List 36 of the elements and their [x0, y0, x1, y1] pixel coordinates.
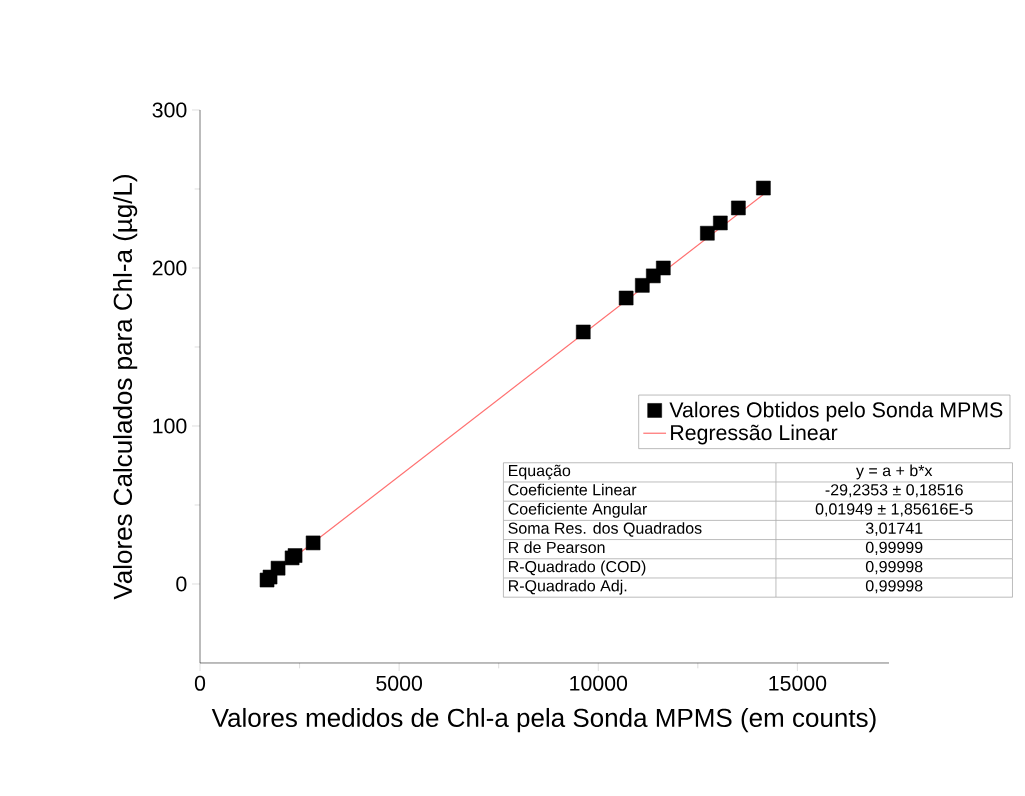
annotation: Equação — [509, 464, 571, 480]
annotation: Soma Res. dos Quadrados — [508, 522, 702, 537]
legend-label: Regressão Linear — [671, 424, 838, 445]
point — [700, 225, 715, 241]
y-tick-label: 300 — [152, 102, 187, 118]
point — [305, 535, 321, 551]
point — [635, 278, 650, 293]
y-tick-label: 100 — [153, 418, 187, 434]
legend-label: Valores Obtidos pelo Sonda MPMS — [669, 401, 1003, 422]
annotation: 0,99999 — [865, 541, 923, 555]
point — [713, 215, 728, 231]
x-tick-label: 10000 — [570, 675, 628, 691]
annotation: Coeficiente Angular — [508, 502, 648, 518]
x-axis-title: Valores medidos de Chl-a pela Sonda MPMS (em counts) — [211, 707, 876, 733]
annotation: R-Quadrado (COD) — [509, 560, 646, 576]
annotation: -29,2353 ± 0,18516 — [825, 484, 963, 498]
y-axis-title: Valores Calculados para Chl-a (µg/L) — [112, 175, 138, 600]
annotation: 3,01741 — [865, 522, 923, 536]
point — [618, 290, 634, 306]
y-tick-label: 0 — [176, 576, 187, 592]
point — [270, 560, 286, 576]
point — [656, 260, 671, 276]
annotation: 0,99998 — [865, 560, 923, 575]
annotation: y = a + b*x — [856, 464, 933, 480]
annotation: Coeficiente Linear — [508, 483, 637, 496]
x-tick-label: 0 — [194, 675, 206, 691]
x-tick-label: 5000 — [376, 675, 423, 691]
annotation: 0,01949 ± 1,85616E-5 — [815, 503, 973, 517]
point — [731, 200, 746, 216]
point — [575, 324, 591, 340]
annotation: R-Quadrado Adj. — [509, 579, 627, 595]
point — [756, 180, 771, 196]
annotation: R de Pearson — [509, 541, 605, 554]
y-tick-label: 200 — [152, 260, 187, 276]
x-tick-label: 15000 — [769, 675, 827, 691]
annotation: 0,99998 — [865, 580, 923, 594]
